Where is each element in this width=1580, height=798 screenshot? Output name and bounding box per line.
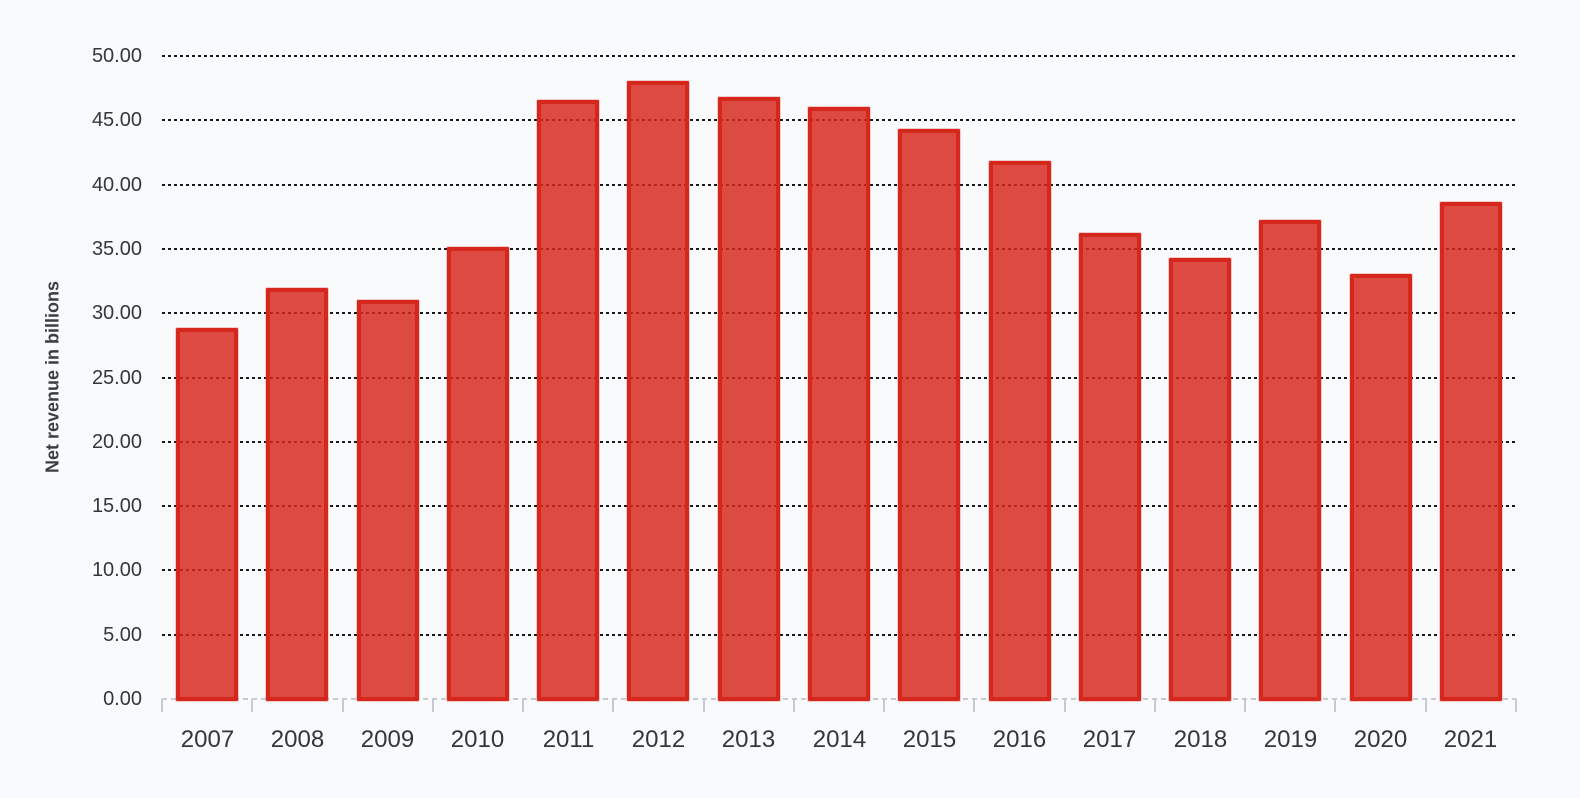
bar-2016[interactable] (989, 161, 1051, 701)
y-tick-label: 0.00 (103, 688, 142, 710)
x-tick-label: 2012 (631, 726, 686, 753)
bar-2012[interactable] (627, 81, 689, 701)
x-tick-mark (1064, 699, 1066, 712)
x-tick-mark (883, 699, 885, 712)
bar-2019[interactable] (1259, 220, 1321, 701)
bar-2018[interactable] (1169, 258, 1231, 701)
x-tick-mark (1244, 699, 1246, 712)
y-tick-label: 25.00 (91, 367, 142, 389)
bar-2007[interactable] (176, 328, 238, 701)
bar-2020[interactable] (1350, 274, 1412, 701)
x-tick-mark (432, 699, 434, 712)
bar-2011[interactable] (537, 100, 599, 701)
x-tick-label: 2013 (721, 726, 776, 753)
bar-2021[interactable] (1440, 202, 1502, 701)
y-tick-label: 40.00 (91, 174, 142, 196)
bar-2017[interactable] (1079, 233, 1141, 701)
y-tick-label: 5.00 (103, 624, 142, 646)
bar-2015[interactable] (898, 129, 960, 701)
x-tick-mark (251, 699, 253, 712)
x-tick-label: 2015 (902, 726, 957, 753)
bar-2010[interactable] (447, 247, 509, 701)
y-tick-label: 10.00 (91, 559, 142, 581)
bar-2009[interactable] (357, 300, 419, 701)
x-tick-label: 2016 (992, 726, 1047, 753)
x-tick-label: 2014 (812, 726, 867, 753)
y-tick-label: 30.00 (91, 302, 142, 324)
x-tick-label: 2011 (542, 726, 595, 753)
x-tick-label: 2007 (180, 726, 235, 753)
bar-2014[interactable] (808, 107, 870, 701)
x-tick-mark (342, 699, 344, 712)
x-tick-label: 2020 (1353, 726, 1408, 753)
x-tick-label: 2008 (270, 726, 325, 753)
x-tick-label: 2019 (1263, 726, 1318, 753)
x-tick-label: 2009 (360, 726, 415, 753)
x-tick-label: 2018 (1173, 726, 1228, 753)
y-tick-label: 35.00 (91, 238, 142, 260)
x-tick-mark (1154, 699, 1156, 712)
x-tick-mark (1425, 699, 1427, 712)
gridline (162, 55, 1516, 57)
y-tick-label: 15.00 (91, 495, 142, 517)
x-tick-label: 2010 (450, 726, 505, 753)
bar-2008[interactable] (266, 288, 328, 701)
x-tick-mark (973, 699, 975, 712)
y-tick-label: 50.00 (91, 45, 142, 67)
x-tick-mark (793, 699, 795, 712)
x-tick-mark (1334, 699, 1336, 712)
y-tick-label: 45.00 (91, 109, 142, 131)
bar-2013[interactable] (718, 97, 780, 701)
x-tick-label: 2017 (1082, 726, 1137, 753)
x-tick-mark (522, 699, 524, 712)
x-tick-mark (612, 699, 614, 712)
y-tick-label: 20.00 (91, 431, 142, 453)
x-tick-mark (1515, 699, 1517, 712)
x-tick-mark (161, 699, 163, 712)
x-tick-mark (703, 699, 705, 712)
x-tick-label: 2021 (1443, 726, 1498, 753)
